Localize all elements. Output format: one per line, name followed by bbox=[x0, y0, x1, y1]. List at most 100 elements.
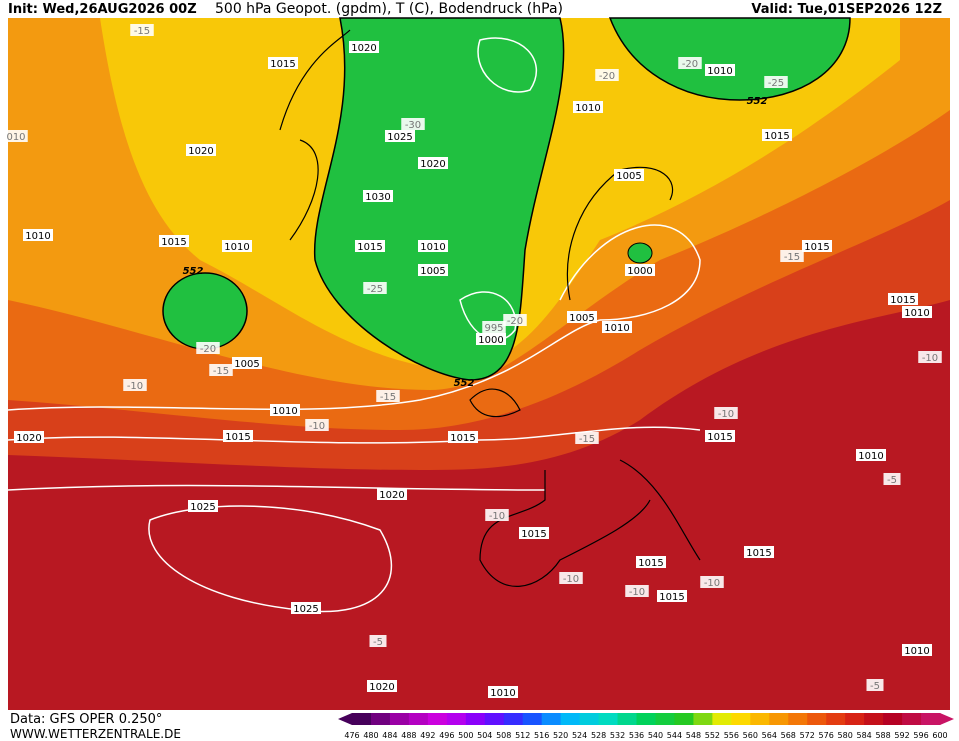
temperature-label: -10 bbox=[718, 409, 734, 420]
label-box bbox=[636, 556, 666, 568]
pressure-label: 1015 bbox=[890, 295, 915, 306]
label-box bbox=[602, 321, 632, 333]
label-box bbox=[223, 430, 253, 442]
colorbar-cell bbox=[693, 713, 713, 725]
colorbar-cell bbox=[883, 713, 903, 725]
temperature-label: -15 bbox=[134, 26, 150, 37]
pressure-label: 1020 bbox=[16, 433, 41, 444]
colorbar-cell bbox=[465, 713, 486, 725]
colorbar-label: 504 bbox=[477, 731, 492, 740]
colorbar-label: 576 bbox=[819, 731, 834, 740]
colorbar-label: 572 bbox=[800, 731, 815, 740]
label-box bbox=[385, 130, 415, 142]
label-box bbox=[575, 432, 599, 444]
colorbar-arrow-left bbox=[338, 713, 352, 725]
pressure-label: 1005 bbox=[569, 313, 594, 324]
temperature-label: -5 bbox=[373, 637, 383, 648]
label-box bbox=[519, 527, 549, 539]
label-box bbox=[377, 488, 407, 500]
colorbar-cell bbox=[750, 713, 770, 725]
colorbar-label: 516 bbox=[534, 731, 549, 740]
label-box bbox=[23, 229, 53, 241]
pressure-label: 1020 bbox=[351, 43, 376, 54]
label-box bbox=[802, 240, 832, 252]
label-box bbox=[305, 419, 329, 431]
label-box bbox=[625, 585, 649, 597]
colorbar-cell bbox=[636, 713, 656, 725]
colorbar-cell bbox=[484, 713, 505, 725]
colorbar-label: 568 bbox=[781, 731, 796, 740]
pressure-label: 1015 bbox=[450, 433, 475, 444]
temperature-label: -10 bbox=[629, 587, 645, 598]
pressure-label: 1015 bbox=[270, 59, 295, 70]
temperature-label: -15 bbox=[213, 366, 229, 377]
pressure-label: 1015 bbox=[521, 529, 546, 540]
label-box bbox=[4, 130, 28, 142]
pressure-label: 1015 bbox=[161, 237, 186, 248]
label-box bbox=[705, 430, 735, 442]
label-box bbox=[883, 473, 901, 485]
pressure-label: 1010 bbox=[575, 103, 600, 114]
colorbar-label: 580 bbox=[838, 731, 853, 740]
colorbar-label: 480 bbox=[363, 731, 378, 740]
pressure-label: 1010 bbox=[707, 66, 732, 77]
colorbar-cell bbox=[541, 713, 562, 725]
colorbar-label: 600 bbox=[932, 731, 947, 740]
colorbar-label: 556 bbox=[724, 731, 739, 740]
colorbar-cell bbox=[598, 713, 619, 725]
pressure-label: 1010 bbox=[904, 646, 929, 657]
colorbar-cell bbox=[408, 713, 429, 725]
colorbar-label: 588 bbox=[875, 731, 890, 740]
label-box bbox=[355, 240, 385, 252]
colorbar-label: 520 bbox=[553, 731, 568, 740]
temperature-label: -25 bbox=[367, 284, 383, 295]
label-box bbox=[14, 431, 44, 443]
colorbar-label: 524 bbox=[572, 731, 587, 740]
colorbar-label: 496 bbox=[439, 731, 454, 740]
title: 500 hPa Geopot. (gpdm), T (C), Bodendruc… bbox=[215, 1, 563, 17]
colorbar-cell bbox=[352, 713, 372, 725]
colorbar-cell bbox=[522, 713, 543, 725]
pressure-label: 1020 bbox=[379, 490, 404, 501]
colorbar-cell bbox=[902, 713, 922, 725]
temperature-label: -10 bbox=[127, 381, 143, 392]
zone-green-north bbox=[608, 17, 851, 101]
label-box bbox=[503, 314, 527, 326]
label-box bbox=[744, 546, 774, 558]
label-box bbox=[363, 282, 387, 294]
label-box bbox=[762, 129, 792, 141]
colorbar-label: 488 bbox=[401, 731, 416, 740]
colorbar-label: 500 bbox=[458, 731, 473, 740]
label-box bbox=[130, 24, 154, 36]
label-box bbox=[196, 342, 220, 354]
colorbar-arrow-right bbox=[940, 713, 954, 725]
label-box bbox=[614, 169, 644, 181]
pressure-label: 1020 bbox=[369, 682, 394, 693]
temperature-label: -15 bbox=[380, 392, 396, 403]
colorbar-label: 548 bbox=[686, 731, 701, 740]
colorbar-cell bbox=[579, 713, 600, 725]
colorbar-label: 484 bbox=[382, 731, 397, 740]
label-box bbox=[714, 407, 738, 419]
colorbar-label: 564 bbox=[762, 731, 777, 740]
pressure-label: 1025 bbox=[293, 604, 318, 615]
colorbar-label: 476 bbox=[344, 731, 359, 740]
label-box bbox=[291, 602, 321, 614]
label-box bbox=[902, 306, 932, 318]
pressure-label: 1010 bbox=[420, 242, 445, 253]
label-box bbox=[902, 644, 932, 656]
pressure-label: 1010 bbox=[25, 231, 50, 242]
pressure-label: 1010 bbox=[490, 688, 515, 699]
temperature-label: -15 bbox=[784, 252, 800, 263]
colorbar-label: 592 bbox=[894, 731, 909, 740]
zone-green-west bbox=[162, 272, 248, 350]
label-box bbox=[559, 572, 583, 584]
temperature-label: -10 bbox=[704, 578, 720, 589]
colorbar-cell bbox=[655, 713, 675, 725]
colorbar-label: 512 bbox=[515, 731, 530, 740]
temperature-label: -10 bbox=[309, 421, 325, 432]
pressure-label: 1010 bbox=[858, 451, 883, 462]
label-box bbox=[209, 364, 233, 376]
colorbar-cell bbox=[731, 713, 751, 725]
